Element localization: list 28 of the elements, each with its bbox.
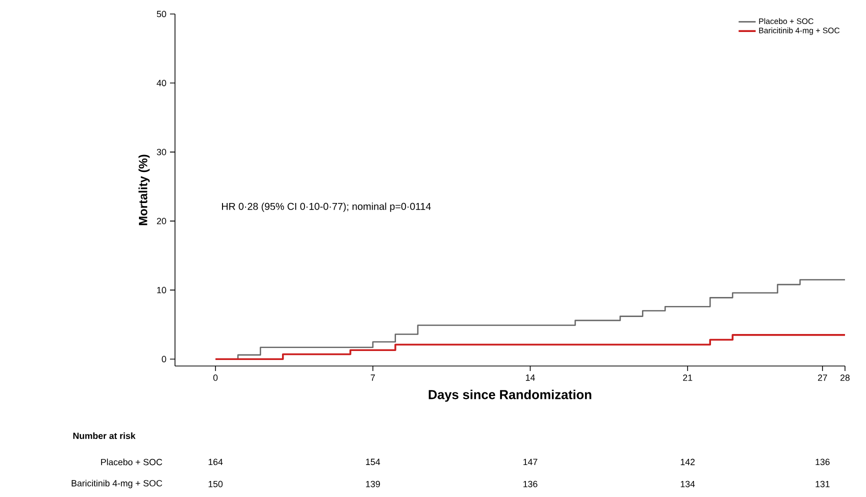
text: 142 (680, 458, 695, 466)
x-tick-label: 27 (818, 374, 828, 381)
x-tick-label: 7 (370, 374, 375, 381)
x-tick-label: 28 (840, 374, 850, 381)
y-tick-label: 10 (157, 286, 166, 294)
y-tick-label: 0 (162, 356, 166, 362)
text: 154 (366, 458, 380, 466)
x-axis-title: Days since Randomization (428, 390, 592, 402)
x-tick-label: 0 (213, 374, 218, 381)
y-tick-label: 40 (156, 80, 166, 86)
y-tick-label: 30 (156, 148, 166, 156)
text: 164 (208, 458, 223, 466)
y-tick-label: 50 (156, 10, 166, 18)
text: Placebo + SOC (101, 458, 162, 466)
text: 139 (366, 480, 380, 488)
text: 147 (523, 458, 538, 466)
text: 136 (816, 458, 830, 466)
text: 131 (816, 480, 830, 488)
text: 136 (523, 480, 538, 488)
text: 150 (208, 480, 223, 488)
text: Number at risk (73, 432, 136, 440)
y-axis-title: Mortality (%) (138, 154, 150, 226)
y-tick-label: 20 (156, 218, 166, 224)
x-tick-label: 21 (683, 374, 692, 381)
text: Baricitinib 4-mg + SOC (72, 480, 162, 488)
annotation: HR 0·28 (95% CI 0·10-0·77); nominal p=0·0114 (222, 202, 431, 212)
text: 134 (680, 480, 695, 488)
x-tick-label: 14 (526, 374, 535, 381)
